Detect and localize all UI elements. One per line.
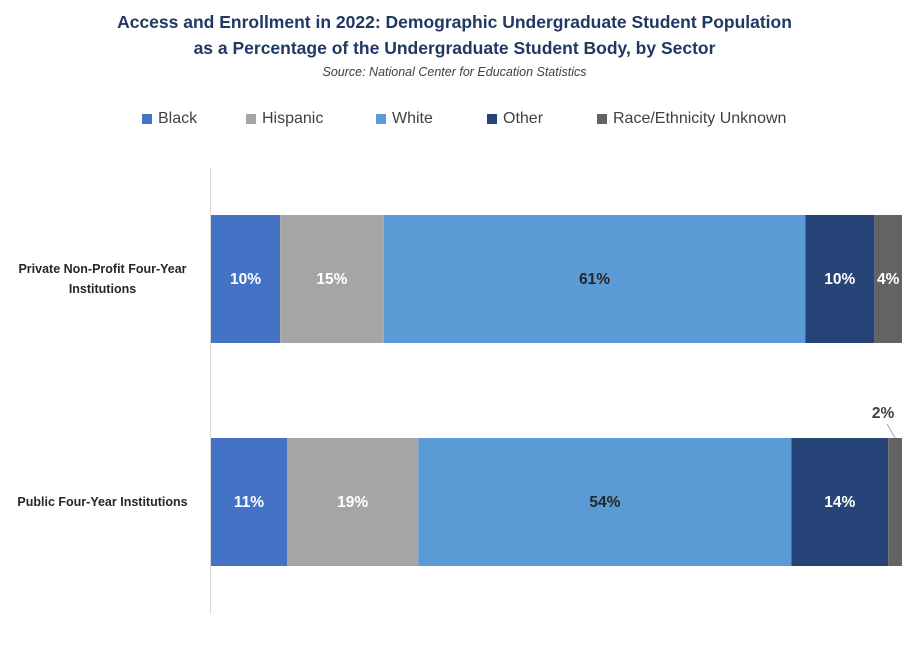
legend-item-black: Black [142, 110, 197, 128]
data-label-white-1: 61% [579, 271, 610, 288]
legend-swatch-other [487, 114, 497, 124]
chart-title-line-2: as a Percentage of the Undergraduate Stu… [193, 38, 716, 58]
category-label-private-non-profit: Private Non-Profit Four-Year Institution… [0, 259, 205, 299]
legend: Black Hispanic White Other Race/Ethnicit… [0, 110, 909, 132]
category-label-private-line-2: Institutions [68, 282, 137, 296]
bar-segment-black-2 [211, 438, 288, 566]
legend-item-other: Other [487, 110, 543, 128]
bar-segment-black-1 [211, 215, 281, 343]
legend-label-race-ethnicity-unknown: Race/Ethnicity Unknown [613, 110, 787, 127]
legend-swatch-race-ethnicity-unknown [597, 114, 607, 124]
data-label-race-ethnicity-unknown-1: 4% [877, 271, 900, 288]
data-label-race-ethnicity-unknown-2: 2% [872, 405, 895, 422]
data-label-black-1: 10% [230, 271, 261, 288]
bar-segment-white-2 [418, 438, 792, 566]
chart-title-line-1: Access and Enrollment in 2022: Demograph… [117, 12, 792, 32]
category-label-private-line-1: Private Non-Profit Four-Year [18, 262, 187, 276]
bar-segment-race-ethnicity-unknown-2 [888, 438, 902, 566]
bar-segment-other-1 [805, 215, 875, 343]
bar-segment-other-2 [791, 438, 889, 566]
legend-item-race-ethnicity-unknown: Race/Ethnicity Unknown [597, 110, 786, 128]
legend-label-other: Other [503, 110, 544, 127]
legend-label-black: Black [158, 110, 198, 127]
legend-swatch-black [142, 114, 152, 124]
data-label-black-2: 11% [234, 494, 264, 511]
legend-item-hispanic: Hispanic [246, 110, 323, 128]
category-label-public-line-1: Public Four-Year Institutions [17, 495, 188, 509]
bar-segment-hispanic-2 [287, 438, 419, 566]
bar-segment-race-ethnicity-unknown-1 [874, 215, 902, 343]
legend-label-hispanic: Hispanic [262, 110, 324, 127]
data-label-other-2: 14% [824, 494, 855, 511]
data-label-white-2: 54% [589, 494, 620, 511]
legend-label-white: White [392, 110, 433, 127]
data-label-other-1: 10% [824, 271, 855, 288]
category-label-public-four-year: Public Four-Year Institutions [0, 492, 205, 512]
leader-line-race-ethnicity-unknown-2 [886, 423, 896, 439]
bar-group: 10% 15% 61% 10% 4% 11% 19% 54% 14% 2% [211, 215, 902, 566]
data-label-hispanic-2: 19% [337, 494, 368, 511]
bar-segment-white-1 [383, 215, 806, 343]
legend-swatch-white [376, 114, 386, 124]
legend-swatch-hispanic [246, 114, 256, 124]
chart-subtitle: Source: National Center for Education St… [322, 65, 587, 79]
bar-segment-hispanic-1 [280, 215, 384, 343]
data-label-hispanic-1: 15% [316, 271, 347, 288]
legend-item-white: White [376, 110, 433, 128]
